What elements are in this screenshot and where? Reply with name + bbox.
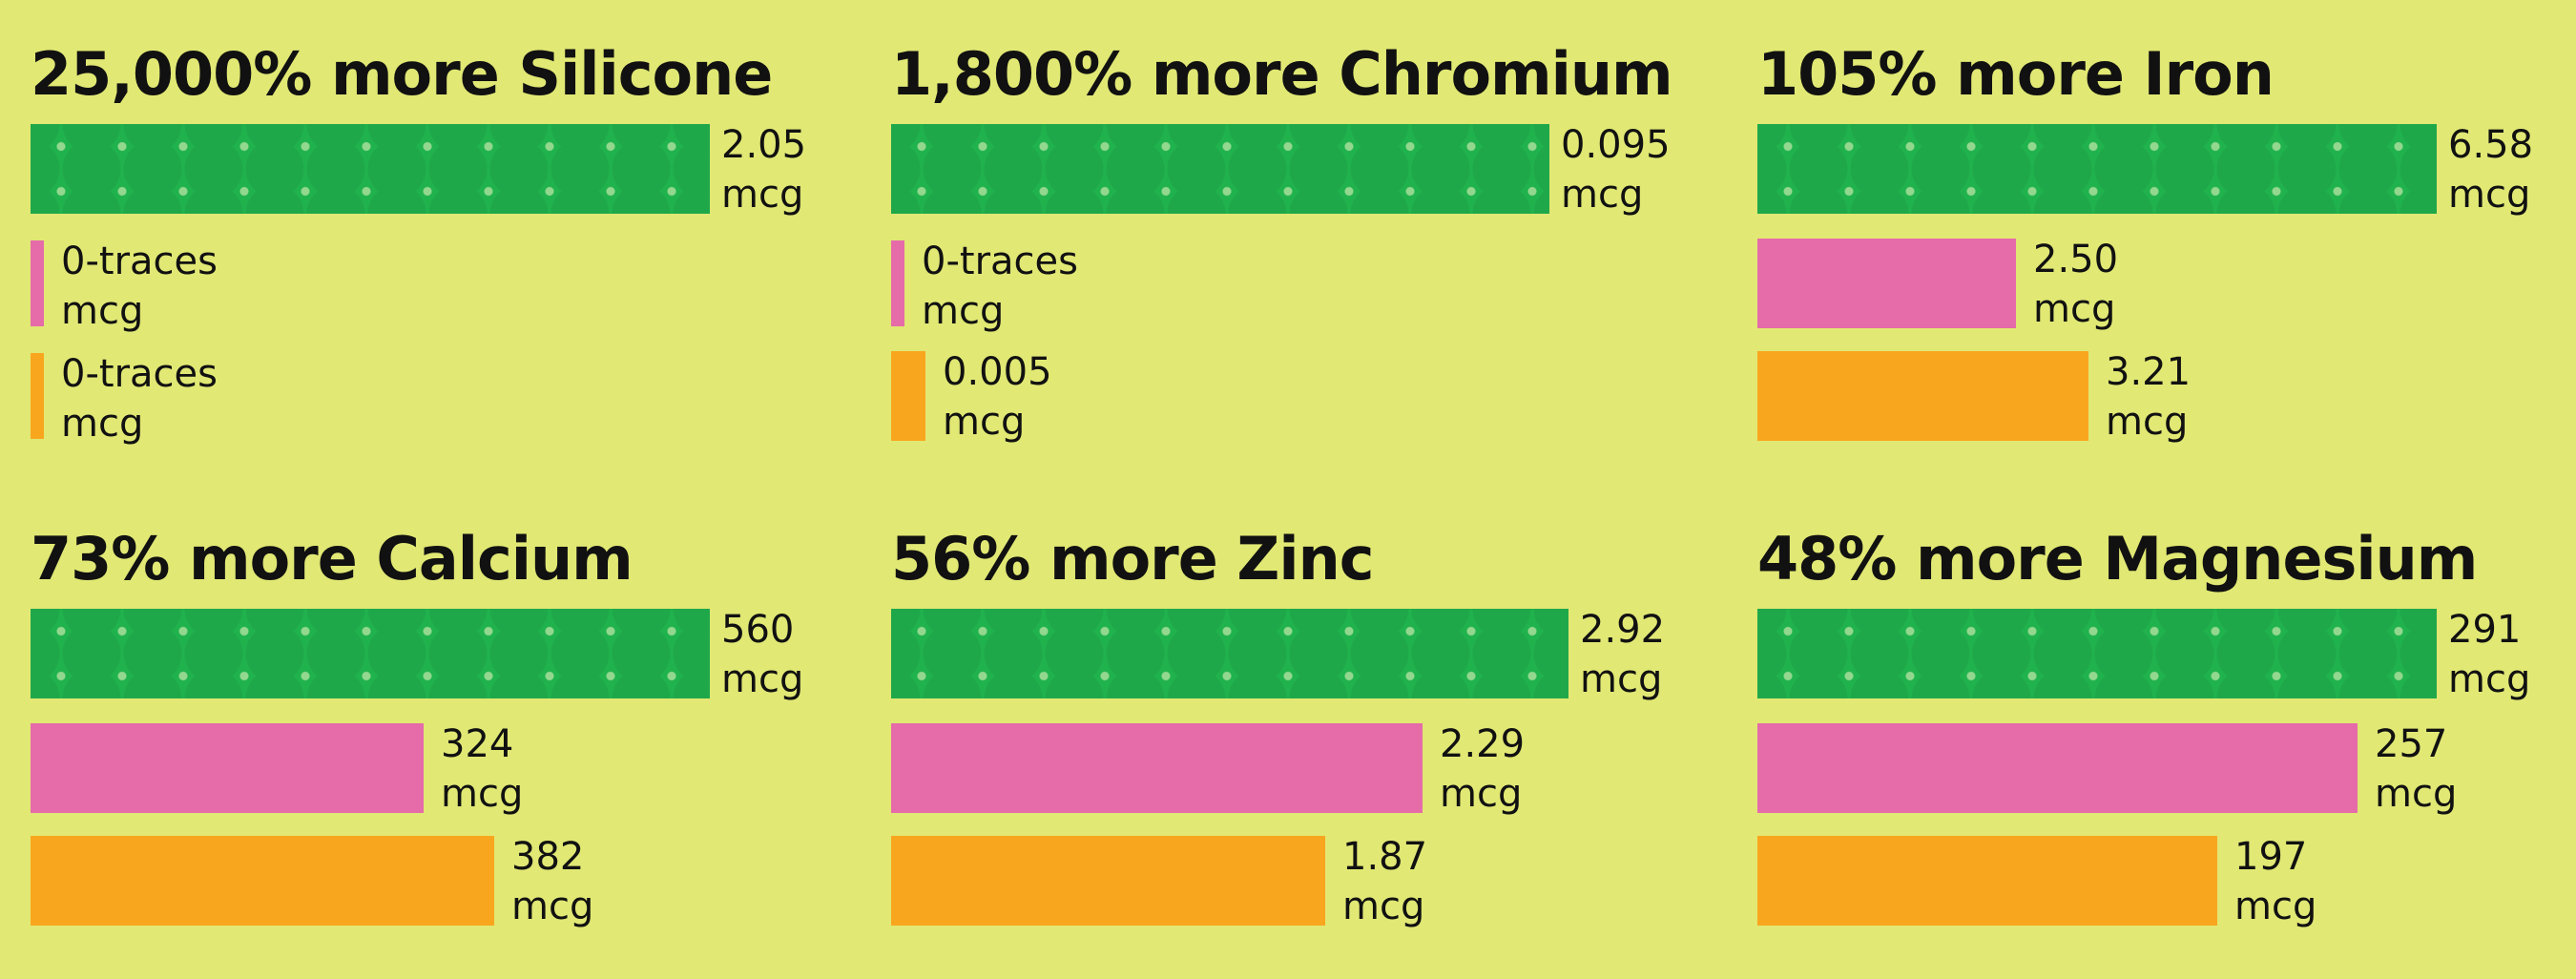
chart-title: 1,800% more Chromium: [891, 39, 1673, 109]
bar-value-label: 2.50 mcg: [2033, 235, 2118, 334]
bar-unit: mcg: [922, 289, 1005, 333]
bar-value: 1.87: [1342, 835, 1428, 879]
bar: [1757, 836, 2217, 926]
bar-value: 382: [511, 835, 585, 879]
bar: [891, 240, 904, 326]
bar-value-label: 0-traces mcg: [61, 237, 218, 336]
bar-unit: mcg: [1561, 173, 1644, 217]
bar-value: 560: [721, 608, 795, 652]
bar-unit: mcg: [2234, 885, 2317, 928]
bar-value: 257: [2375, 722, 2448, 766]
bar: [891, 609, 1568, 698]
bar: [891, 124, 1549, 214]
bar-value: 0-traces: [922, 240, 1078, 283]
bar: [31, 353, 44, 439]
bar-value-label: 382 mcg: [511, 832, 593, 931]
bar-value-label: 257 mcg: [2375, 719, 2457, 819]
chart-panel: 56% more Zinc 2.92 mcg 2.29 mcg 1.87 mcg: [891, 521, 1712, 960]
bar-value: 0-traces: [61, 240, 218, 283]
bar-value: 0-traces: [61, 352, 218, 396]
bar-value-label: 0-traces mcg: [61, 349, 218, 448]
bar: [1757, 239, 2016, 328]
bar-value: 2.92: [1580, 608, 1666, 652]
bar-value: 3.21: [2106, 350, 2192, 394]
bar-unit: mcg: [61, 402, 144, 446]
bar: [31, 723, 424, 813]
bar: [31, 240, 44, 326]
bar-unit: mcg: [2106, 400, 2189, 444]
bar-value: 0.005: [943, 350, 1052, 394]
bar-unit: mcg: [1580, 657, 1663, 701]
bar-value: 324: [441, 722, 514, 766]
bar-unit: mcg: [1342, 885, 1425, 928]
bar-value: 2.29: [1440, 722, 1526, 766]
bar: [1757, 124, 2437, 214]
bar-value-label: 0.005 mcg: [943, 347, 1052, 447]
bar: [891, 351, 925, 441]
bar-value-label: 0-traces mcg: [922, 237, 1078, 336]
bar: [1757, 609, 2437, 698]
chart-title: 48% more Magnesium: [1757, 524, 2478, 594]
bar-value-label: 6.58 mcg: [2448, 120, 2533, 219]
chart-panel: 48% more Magnesium 291 mcg 257 mcg 197 mcg: [1757, 521, 2576, 960]
chart-panel: 25,000% more Silicone 2.05 mcg 0-traces mcg 0…: [31, 36, 851, 475]
bar-unit: mcg: [943, 400, 1026, 444]
bar-value: 2.50: [2033, 238, 2119, 281]
bar-unit: mcg: [61, 289, 144, 333]
chart-title: 56% more Zinc: [891, 524, 1374, 594]
bar: [891, 723, 1423, 813]
bar: [1757, 723, 2358, 813]
bar: [31, 609, 710, 698]
bar: [31, 836, 494, 926]
bar: [31, 124, 710, 214]
chart-title: 73% more Calcium: [31, 524, 634, 594]
bar-value: 2.05: [721, 123, 807, 167]
bar-value: 6.58: [2448, 123, 2534, 167]
bar-value-label: 2.05 mcg: [721, 120, 806, 219]
bar-value-label: 324 mcg: [441, 719, 523, 819]
bar-value-label: 2.92 mcg: [1580, 605, 1665, 704]
chart-title: 25,000% more Silicone: [31, 39, 773, 109]
bar: [1757, 351, 2088, 441]
bar-value: 291: [2448, 608, 2522, 652]
bar-value-label: 3.21 mcg: [2106, 347, 2191, 447]
bar: [891, 836, 1325, 926]
bar-unit: mcg: [511, 885, 594, 928]
chart-panel: 105% more Iron 6.58 mcg 2.50 mcg 3.21 mcg: [1757, 36, 2576, 475]
bar-value: 0.095: [1561, 123, 1671, 167]
bar-value-label: 560 mcg: [721, 605, 803, 704]
bar-value-label: 0.095 mcg: [1561, 120, 1671, 219]
bar-unit: mcg: [721, 657, 804, 701]
bar-unit: mcg: [721, 173, 804, 217]
chart-panel: 73% more Calcium 560 mcg 324 mcg 382 mcg: [31, 521, 851, 960]
bar-value-label: 1.87 mcg: [1342, 832, 1427, 931]
bar-unit: mcg: [2448, 657, 2531, 701]
bar-value-label: 291 mcg: [2448, 605, 2530, 704]
bar-unit: mcg: [1440, 772, 1523, 816]
bar-value-label: 197 mcg: [2234, 832, 2316, 931]
bar-unit: mcg: [2375, 772, 2458, 816]
bar-value: 197: [2234, 835, 2308, 879]
chart-title: 105% more Iron: [1757, 39, 2275, 109]
bar-unit: mcg: [2033, 287, 2116, 331]
bar-unit: mcg: [441, 772, 524, 816]
chart-panel: 1,800% more Chromium 0.095 mcg 0-traces mcg 0…: [891, 36, 1712, 475]
bar-unit: mcg: [2448, 173, 2531, 217]
bar-value-label: 2.29 mcg: [1440, 719, 1525, 819]
